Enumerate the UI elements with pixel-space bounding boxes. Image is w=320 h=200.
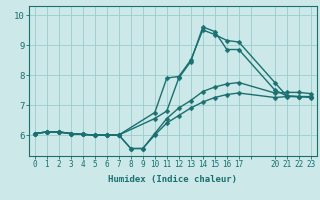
X-axis label: Humidex (Indice chaleur): Humidex (Indice chaleur) bbox=[108, 175, 237, 184]
